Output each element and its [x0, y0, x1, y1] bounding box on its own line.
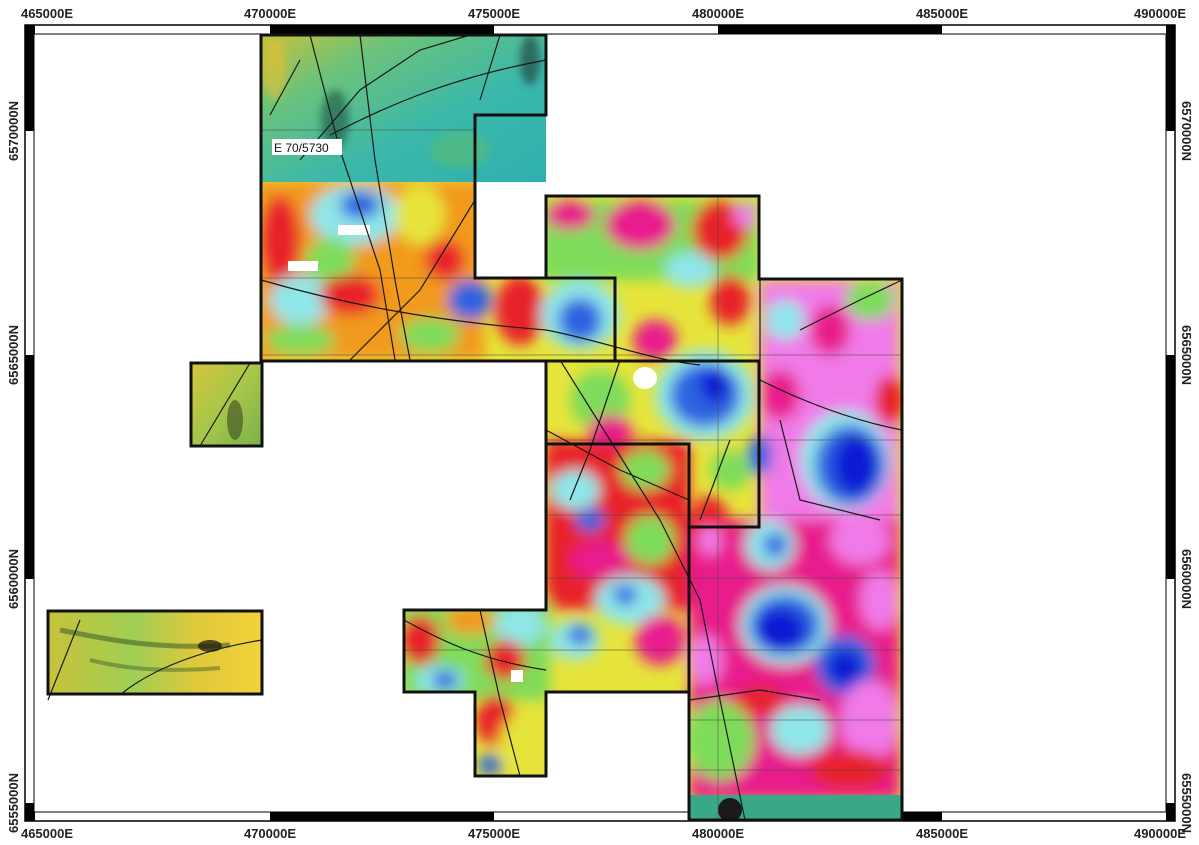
- easting-label-470000-top: 470000E: [244, 6, 296, 21]
- easting-label-490000-bottom: 490000E: [1134, 826, 1186, 841]
- easting-label-475000-bottom: 475000E: [468, 826, 520, 841]
- rtp-panel-south: [689, 795, 902, 820]
- northing-label-6565000-right: 6565000N: [1179, 325, 1194, 385]
- easting-label-485000-bottom: 485000E: [916, 826, 968, 841]
- northing-label-6555000-left: 6555000N: [6, 773, 21, 833]
- tenement-label: E 70/5730: [272, 139, 342, 155]
- easting-label-465000-top: 465000E: [21, 6, 73, 21]
- northing-label-6570000-right: 6570000N: [1179, 101, 1194, 161]
- tenement-label-text: E 70/5730: [274, 141, 329, 155]
- easting-label-465000-bottom: 465000E: [21, 826, 73, 841]
- easting-labels-bottom: 465000E 470000E 475000E 480000E 485000E …: [21, 826, 1186, 841]
- easting-label-470000-bottom: 470000E: [244, 826, 296, 841]
- northing-labels-right: 6570000N 6565000N 6560000N 6555000N: [1179, 101, 1194, 833]
- northing-label-6570000-left: 6570000N: [6, 101, 21, 161]
- northing-label-6565000-left: 6565000N: [6, 325, 21, 385]
- easting-label-490000-top: 490000E: [1134, 6, 1186, 21]
- easting-label-480000-top: 480000E: [692, 6, 744, 21]
- easting-label-485000-top: 485000E: [916, 6, 968, 21]
- rtp-panel-small: [191, 363, 262, 446]
- northing-labels-left: 6570000N 6565000N 6560000N 6555000N: [6, 101, 21, 833]
- northing-label-6560000-left: 6560000N: [6, 549, 21, 609]
- easting-label-480000-bottom: 480000E: [692, 826, 744, 841]
- northing-label-6555000-right: 6555000N: [1179, 773, 1194, 833]
- rtp-panel-west: [48, 611, 262, 694]
- tenement-boundaries: [46, 33, 904, 822]
- rtp-panel-north: [261, 35, 546, 182]
- northing-label-6560000-right: 6560000N: [1179, 549, 1194, 609]
- easting-label-475000-top: 475000E: [468, 6, 520, 21]
- easting-labels-top: 465000E 470000E 475000E 480000E 485000E …: [21, 6, 1186, 21]
